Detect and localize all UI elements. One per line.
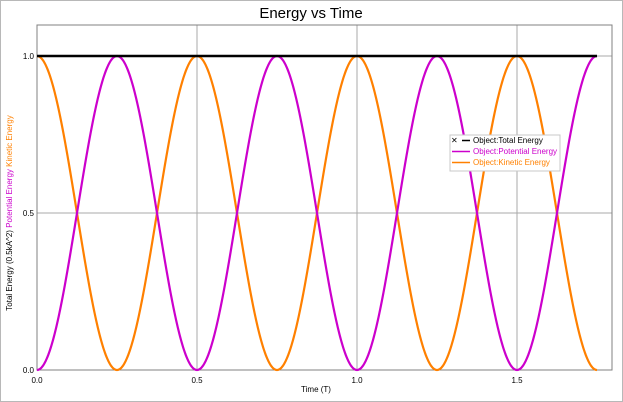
y-tick-label: 0.0 — [23, 366, 35, 375]
y-axis-label-part: Kinetic Energy — [5, 115, 14, 169]
grid-lines — [37, 25, 612, 370]
x-tick-label: 0.0 — [31, 376, 43, 385]
legend-entry: Object:Potential Energy — [473, 147, 557, 156]
y-axis-label: Total Energy (0.5kA^2) Potential Energy … — [5, 115, 14, 310]
y-tick-label: 1.0 — [23, 52, 35, 61]
y-axis-label-part: Potential Energy — [5, 169, 14, 230]
x-tick-label: 1.0 — [351, 376, 363, 385]
x-axis-label: Time (T) — [301, 385, 331, 394]
y-tick-label: 0.5 — [23, 209, 35, 218]
legend: ✕ Object:Total Energy Object:Potential En… — [449, 134, 561, 172]
legend-close-icon[interactable]: ✕ — [451, 136, 458, 145]
legend-entry: Object:Total Energy — [473, 136, 543, 145]
y-axis-label-part: Total Energy (0.5kA^2) — [5, 230, 14, 311]
tick-labels: 0.0 0.5 1.0 1.5 0.0 0.5 1.0 — [23, 52, 523, 385]
x-tick-label: 0.5 — [191, 376, 203, 385]
x-tick-label: 1.5 — [511, 376, 523, 385]
series-line-potential-energy — [36, 54, 598, 372]
plot-area — [36, 24, 613, 371]
series-layer — [36, 54, 598, 372]
chart-title: Energy vs Time — [259, 5, 362, 22]
legend-entry: Object:Kinetic Energy — [473, 158, 550, 167]
